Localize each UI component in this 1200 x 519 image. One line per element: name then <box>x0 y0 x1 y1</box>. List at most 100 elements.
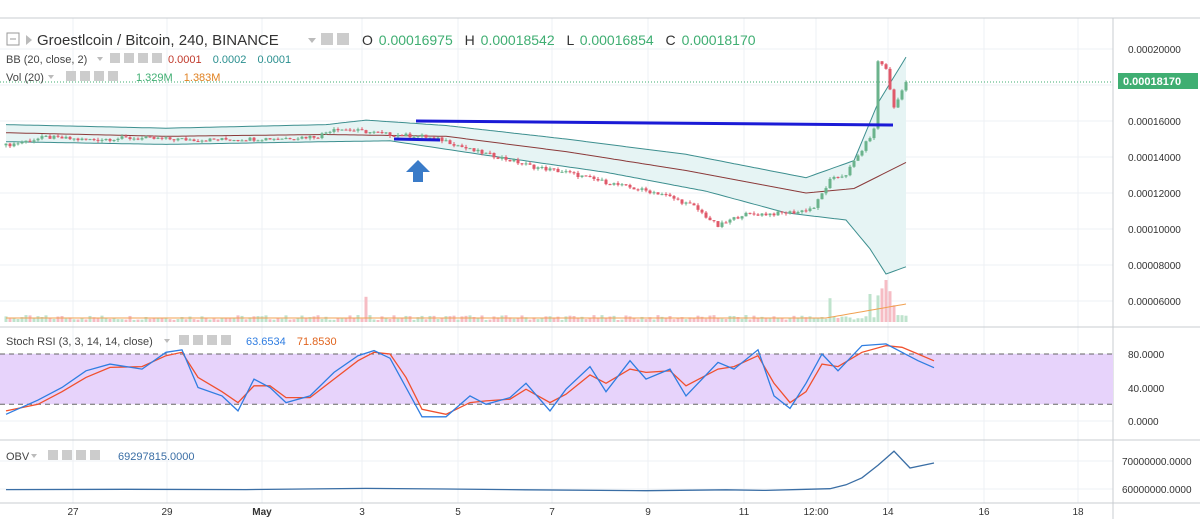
bb-settings-icon[interactable] <box>124 53 134 63</box>
vol-eye-icon[interactable] <box>66 71 76 81</box>
vol-dropdown-icon[interactable] <box>48 75 54 79</box>
volume-bar <box>444 316 448 322</box>
stoch-settings-icon[interactable] <box>193 335 203 345</box>
volume-bar <box>728 315 732 322</box>
vol-close-icon[interactable] <box>108 71 118 81</box>
stoch-label: Stoch RSI (3, 3, 14, 14, close) <box>6 336 153 348</box>
stoch-band-fill <box>0 354 1113 405</box>
candle <box>384 132 388 134</box>
resistance-line <box>415 119 894 127</box>
volume-bar <box>44 315 48 322</box>
candle <box>812 207 816 209</box>
price-axis-label: 0.00016000 <box>1128 117 1181 128</box>
volume-bar <box>512 318 516 322</box>
candle <box>832 176 836 179</box>
volume-bar <box>848 317 852 322</box>
candle <box>152 136 156 139</box>
volume-bar <box>16 318 20 322</box>
volume-bar <box>800 315 804 322</box>
obv-eye-icon[interactable] <box>48 450 58 460</box>
candle <box>124 136 128 138</box>
stoch-eye-icon[interactable] <box>179 335 189 345</box>
volume-bar <box>644 319 648 322</box>
vol-add-icon[interactable] <box>94 71 104 81</box>
volume-bar <box>332 319 336 322</box>
collapse-icon[interactable] <box>6 32 20 46</box>
candle <box>724 222 728 224</box>
obv-close-icon[interactable] <box>90 450 100 460</box>
candle <box>388 132 392 136</box>
candle <box>20 142 24 144</box>
volume-bar <box>48 317 52 322</box>
bb-eye-icon[interactable] <box>110 53 120 63</box>
candle <box>212 138 216 140</box>
volume-bar <box>4 316 8 322</box>
candle <box>164 137 168 139</box>
volume-bar <box>492 316 496 322</box>
candle <box>472 148 476 152</box>
stoch-axis-label: 0.0000 <box>1128 417 1159 428</box>
candle <box>436 137 440 139</box>
settings-icon[interactable] <box>337 33 349 45</box>
volume-bar <box>216 319 220 322</box>
candle <box>360 129 364 131</box>
candle <box>544 166 548 171</box>
volume-bar <box>268 319 272 322</box>
volume-bar <box>496 317 500 322</box>
volume-bar <box>64 318 68 322</box>
stoch-dropdown-icon[interactable] <box>164 339 170 343</box>
ohlc-values: O 0.00016975 H 0.00018542 L 0.00016854 C… <box>362 32 756 48</box>
volume-bar <box>136 319 140 322</box>
volume-bar <box>588 318 592 322</box>
volume-bar <box>776 317 780 322</box>
volume-bar <box>764 317 768 322</box>
obv-add-icon[interactable] <box>76 450 86 460</box>
vol-settings-icon[interactable] <box>80 71 90 81</box>
time-axis-label: 18 <box>1072 507 1084 518</box>
candle <box>116 138 120 140</box>
volume-bar <box>580 316 584 322</box>
bb-dropdown-icon[interactable] <box>97 57 103 61</box>
volume-bar <box>376 319 380 322</box>
candle <box>720 222 724 227</box>
bb-close-icon[interactable] <box>152 53 162 63</box>
volume-bar <box>428 315 432 322</box>
eye-icon[interactable] <box>321 33 333 45</box>
candle <box>664 194 668 196</box>
candle <box>520 163 524 165</box>
obv-dropdown-icon[interactable] <box>31 454 37 458</box>
candle <box>332 129 336 132</box>
candle <box>320 133 324 139</box>
volume-bar <box>860 318 864 322</box>
volume-bar <box>528 319 532 322</box>
candle <box>148 136 152 138</box>
volume-bar <box>160 318 164 322</box>
candle <box>684 202 688 204</box>
candle <box>284 138 288 140</box>
candle <box>400 134 404 137</box>
candle <box>292 139 296 141</box>
stoch-add-icon[interactable] <box>207 335 217 345</box>
candle <box>244 140 248 142</box>
title-dropdown-icon[interactable] <box>308 38 316 43</box>
stoch-k-line <box>5 343 935 418</box>
volume-bar <box>836 318 840 322</box>
volume-bar <box>476 317 480 322</box>
stoch-close-icon[interactable] <box>221 335 231 345</box>
volume-bar <box>256 316 260 322</box>
bb-add-icon[interactable] <box>138 53 148 63</box>
volume-bar <box>604 317 608 322</box>
volume-bar <box>784 319 788 322</box>
volume-bar <box>508 317 512 322</box>
candle <box>380 132 384 134</box>
candle <box>780 211 784 213</box>
candle <box>64 136 68 139</box>
candle <box>200 140 204 142</box>
candle <box>80 138 84 141</box>
obv-settings-icon[interactable] <box>62 450 72 460</box>
volume-bar <box>772 316 776 322</box>
volume-bar <box>712 315 716 322</box>
candle <box>324 132 328 134</box>
candle <box>776 211 780 216</box>
